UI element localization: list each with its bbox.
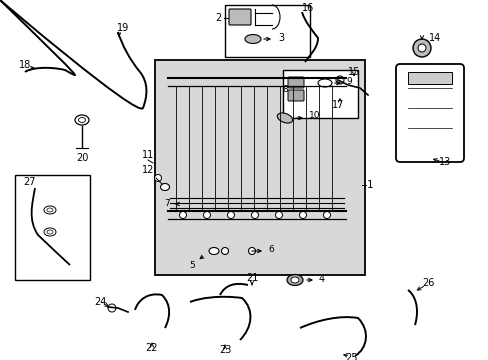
FancyBboxPatch shape <box>287 77 304 88</box>
Circle shape <box>227 211 234 219</box>
Circle shape <box>203 211 210 219</box>
Text: 11: 11 <box>142 150 154 160</box>
Bar <box>155 60 364 275</box>
Ellipse shape <box>290 277 298 283</box>
Circle shape <box>154 175 161 181</box>
Text: 12: 12 <box>142 165 154 175</box>
Text: 10: 10 <box>308 112 320 121</box>
Text: 9: 9 <box>346 77 351 86</box>
Text: 1: 1 <box>366 180 372 190</box>
Text: 13: 13 <box>438 157 450 167</box>
Bar <box>283 70 357 118</box>
Ellipse shape <box>160 184 169 190</box>
Text: 23: 23 <box>218 345 231 355</box>
Text: 22: 22 <box>145 343 158 353</box>
Ellipse shape <box>79 117 85 122</box>
Ellipse shape <box>248 248 255 255</box>
Circle shape <box>323 211 330 219</box>
FancyBboxPatch shape <box>228 9 250 25</box>
Text: 18: 18 <box>19 60 31 70</box>
Ellipse shape <box>221 248 228 255</box>
Text: 21: 21 <box>245 273 258 283</box>
Ellipse shape <box>317 79 331 87</box>
FancyBboxPatch shape <box>287 90 304 101</box>
Ellipse shape <box>44 228 56 236</box>
Text: 15: 15 <box>347 67 360 77</box>
Ellipse shape <box>208 248 219 255</box>
Circle shape <box>299 211 306 219</box>
Text: 3: 3 <box>277 33 284 43</box>
Text: 4: 4 <box>318 274 325 284</box>
Text: 17: 17 <box>331 100 344 110</box>
Bar <box>15 175 90 280</box>
Circle shape <box>417 44 425 52</box>
Text: 19: 19 <box>117 23 129 33</box>
Text: 16: 16 <box>301 3 313 13</box>
Ellipse shape <box>47 208 53 212</box>
FancyBboxPatch shape <box>395 64 463 162</box>
Circle shape <box>412 39 430 57</box>
Text: 5: 5 <box>189 261 195 270</box>
Text: 26: 26 <box>421 278 433 288</box>
Bar <box>224 5 309 57</box>
Text: 27: 27 <box>23 177 36 187</box>
Ellipse shape <box>286 274 303 285</box>
Text: 14: 14 <box>428 33 440 43</box>
Text: 2: 2 <box>215 13 222 23</box>
Text: 7: 7 <box>164 199 169 208</box>
Circle shape <box>275 211 282 219</box>
Ellipse shape <box>244 35 261 44</box>
Circle shape <box>251 211 258 219</box>
Text: 25: 25 <box>345 353 358 360</box>
Text: 24: 24 <box>94 297 106 307</box>
Ellipse shape <box>75 115 89 125</box>
Bar <box>407 72 451 84</box>
Ellipse shape <box>277 113 292 123</box>
Circle shape <box>108 304 116 312</box>
Text: 8: 8 <box>282 85 287 94</box>
Circle shape <box>179 211 186 219</box>
Ellipse shape <box>47 230 53 234</box>
Text: 20: 20 <box>76 153 88 163</box>
Text: 6: 6 <box>267 246 273 255</box>
Ellipse shape <box>44 206 56 214</box>
Circle shape <box>335 76 343 84</box>
